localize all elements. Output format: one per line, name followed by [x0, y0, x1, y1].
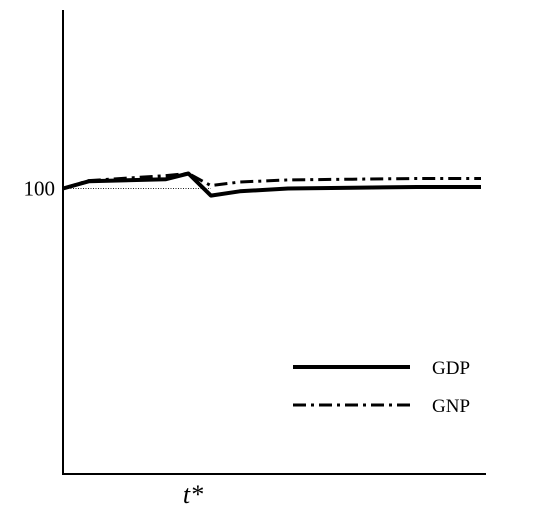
series-layer	[62, 171, 481, 198]
series-line-gnp	[62, 172, 481, 190]
series-line-gdp	[62, 171, 481, 198]
legend-label-gnp: GNP	[432, 396, 470, 417]
legend-label-gdp: GDP	[432, 358, 470, 379]
x-axis-label: t*	[183, 480, 203, 509]
y-tick-label: 100	[24, 176, 56, 200]
legend: GDP GNP	[293, 358, 470, 417]
